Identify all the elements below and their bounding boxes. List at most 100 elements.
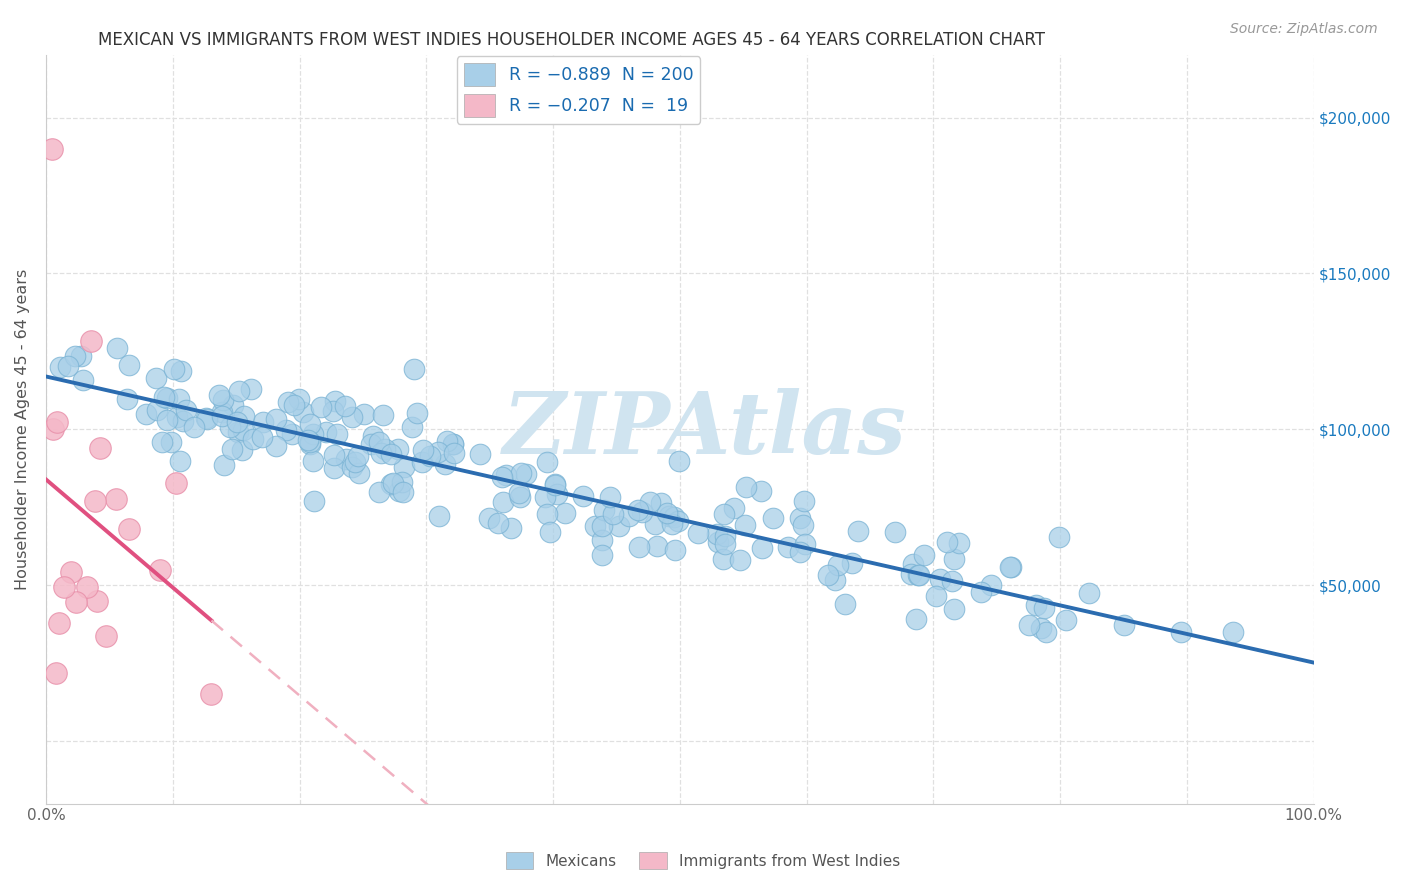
Point bbox=[302, 427, 325, 442]
Point bbox=[380, 447, 402, 461]
Point bbox=[1025, 598, 1047, 612]
Point bbox=[1112, 618, 1135, 632]
Point bbox=[381, 475, 404, 490]
Point bbox=[118, 358, 141, 372]
Point bbox=[333, 399, 356, 413]
Point bbox=[728, 553, 751, 567]
Point bbox=[941, 574, 963, 588]
Point bbox=[281, 427, 304, 442]
Point bbox=[211, 405, 233, 419]
Point bbox=[936, 535, 959, 549]
Point bbox=[925, 589, 948, 603]
Point bbox=[360, 437, 382, 451]
Point bbox=[1170, 625, 1192, 640]
Point bbox=[349, 467, 371, 481]
Point bbox=[170, 364, 193, 378]
Point bbox=[778, 540, 800, 554]
Point bbox=[45, 665, 67, 680]
Point bbox=[792, 518, 814, 533]
Point bbox=[394, 460, 416, 475]
Point bbox=[283, 398, 305, 412]
Point bbox=[443, 446, 465, 460]
Point bbox=[221, 442, 243, 456]
Point bbox=[723, 501, 745, 516]
Point bbox=[149, 563, 172, 577]
Point bbox=[402, 362, 425, 376]
Point bbox=[183, 420, 205, 434]
Point bbox=[713, 537, 735, 551]
Point bbox=[908, 567, 931, 582]
Point bbox=[515, 467, 537, 481]
Point bbox=[166, 409, 188, 424]
Point bbox=[1054, 613, 1077, 627]
Point bbox=[762, 511, 785, 525]
Point bbox=[391, 475, 413, 489]
Point bbox=[491, 469, 513, 483]
Point bbox=[478, 511, 501, 525]
Point bbox=[374, 442, 396, 456]
Point bbox=[242, 432, 264, 446]
Point bbox=[219, 420, 242, 434]
Point bbox=[226, 415, 249, 429]
Point bbox=[912, 548, 935, 562]
Point bbox=[650, 496, 672, 510]
Point bbox=[315, 425, 337, 440]
Point bbox=[368, 435, 391, 450]
Point bbox=[638, 494, 661, 508]
Point bbox=[900, 566, 922, 581]
Point bbox=[668, 453, 690, 467]
Point bbox=[353, 407, 375, 421]
Point bbox=[48, 615, 70, 630]
Point bbox=[848, 524, 870, 538]
Point bbox=[174, 403, 197, 417]
Point bbox=[370, 446, 392, 460]
Point bbox=[58, 359, 80, 374]
Point bbox=[53, 580, 76, 594]
Point bbox=[824, 573, 846, 587]
Point bbox=[387, 442, 409, 457]
Point bbox=[593, 502, 616, 516]
Point bbox=[441, 436, 464, 450]
Point bbox=[751, 541, 773, 555]
Point bbox=[789, 545, 811, 559]
Point bbox=[583, 519, 606, 533]
Point bbox=[252, 416, 274, 430]
Point bbox=[1077, 586, 1099, 600]
Point bbox=[591, 533, 613, 547]
Point bbox=[340, 410, 363, 425]
Point bbox=[591, 548, 613, 562]
Point bbox=[368, 485, 391, 500]
Point bbox=[76, 580, 98, 594]
Point bbox=[706, 526, 728, 541]
Point bbox=[200, 688, 222, 702]
Point bbox=[929, 572, 952, 586]
Point bbox=[266, 412, 288, 426]
Point bbox=[388, 483, 411, 498]
Point bbox=[335, 451, 357, 466]
Point bbox=[441, 437, 464, 451]
Point bbox=[591, 519, 613, 533]
Point bbox=[434, 457, 457, 471]
Point bbox=[163, 362, 186, 376]
Point bbox=[309, 400, 332, 414]
Point bbox=[94, 630, 117, 644]
Point bbox=[323, 393, 346, 408]
Point bbox=[943, 602, 966, 616]
Point bbox=[817, 568, 839, 582]
Point bbox=[901, 558, 924, 572]
Point bbox=[619, 509, 641, 524]
Point bbox=[834, 597, 856, 611]
Point bbox=[361, 429, 384, 443]
Point bbox=[1029, 621, 1052, 635]
Point bbox=[195, 411, 218, 425]
Point bbox=[628, 541, 651, 555]
Point bbox=[426, 445, 449, 459]
Point bbox=[391, 484, 413, 499]
Point bbox=[323, 448, 346, 462]
Point bbox=[538, 524, 561, 539]
Point bbox=[104, 492, 127, 507]
Point bbox=[302, 454, 325, 468]
Point bbox=[72, 373, 94, 387]
Point bbox=[346, 449, 368, 463]
Point bbox=[41, 142, 63, 156]
